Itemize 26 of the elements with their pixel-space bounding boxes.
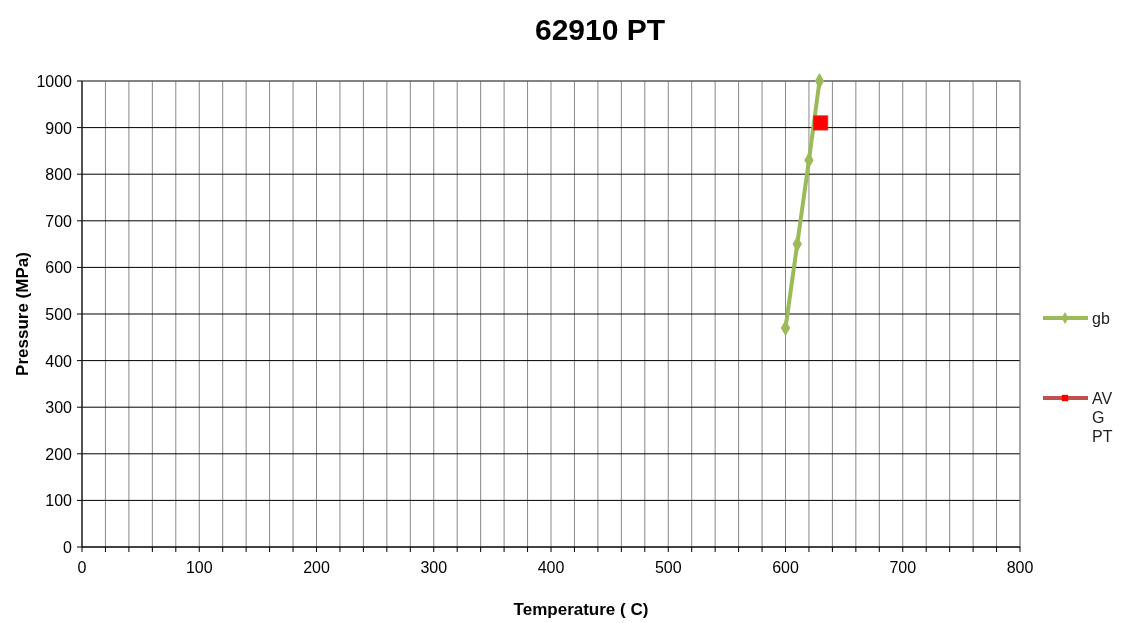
chart-title: 62910 PT xyxy=(534,13,666,46)
y-axis-title: Pressure (MPa) xyxy=(13,252,32,376)
x-tick-label: 500 xyxy=(654,559,682,576)
x-tick-label: 600 xyxy=(772,559,799,576)
y-tick-label: 400 xyxy=(45,352,73,370)
y-tick-label: 0 xyxy=(63,539,73,556)
y-tick-label: 1000 xyxy=(36,73,73,90)
x-tick-label: 300 xyxy=(420,559,448,576)
point xyxy=(813,115,829,131)
y-tick-label: 100 xyxy=(45,492,73,510)
y-tick-label: 900 xyxy=(45,119,73,137)
y-tick-label: 500 xyxy=(45,306,73,323)
x-axis-title: Temperature ( C) xyxy=(513,600,649,619)
y-tick-label: 300 xyxy=(45,399,73,417)
legend-label: gb xyxy=(1092,310,1110,327)
y-tick-label: 800 xyxy=(45,166,73,184)
x-tick-label: 400 xyxy=(537,559,565,576)
x-tick-label: 100 xyxy=(185,559,213,576)
y-tick-label: 700 xyxy=(45,212,73,230)
x-tick-label: 700 xyxy=(889,559,917,576)
y-tick-label: 200 xyxy=(45,445,73,463)
x-tick-label: 800 xyxy=(1006,559,1034,576)
x-tick-label: 200 xyxy=(303,559,330,576)
legend-label: AVG PT xyxy=(1092,390,1113,445)
y-tick-label: 600 xyxy=(45,259,73,277)
x-tick-label: 0 xyxy=(77,559,87,576)
